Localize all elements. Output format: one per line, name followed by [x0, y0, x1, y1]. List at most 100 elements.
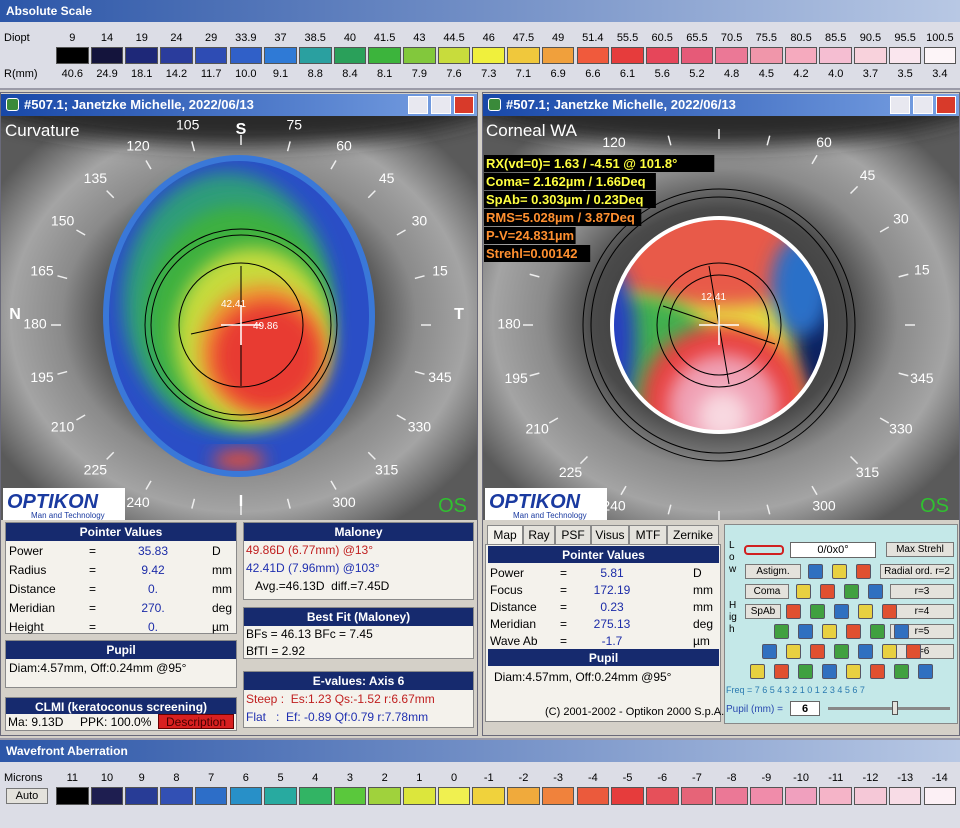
- zernike-icon[interactable]: [882, 644, 897, 659]
- scale-label: 24.9: [96, 68, 118, 80]
- zernike-icon[interactable]: [846, 624, 861, 639]
- scale-swatch: [125, 47, 159, 64]
- button[interactable]: [890, 584, 954, 599]
- equals: =: [89, 601, 97, 615]
- zernike-icon[interactable]: [786, 644, 801, 659]
- window-button[interactable]: [408, 96, 428, 114]
- e-value-line: Flat : Ef: -0.89 Qf:0.79 r:7.78mm: [246, 710, 429, 724]
- scale-swatch: [368, 787, 401, 805]
- button-label[interactable]: SpAb: [750, 606, 776, 617]
- zernike-icon[interactable]: [810, 604, 825, 619]
- zernike-icon[interactable]: [750, 664, 765, 679]
- zernike-icon[interactable]: [856, 564, 871, 579]
- meridian-tick: [367, 190, 376, 199]
- zernike-icon[interactable]: [834, 604, 849, 619]
- button-label[interactable]: Description: [165, 715, 227, 729]
- zernike-icon[interactable]: [846, 664, 861, 679]
- zernike-icon[interactable]: [774, 624, 789, 639]
- tab-label[interactable]: Ray: [528, 528, 550, 542]
- overlay-text: P-V=24.831µm: [486, 228, 574, 243]
- unit: µm: [212, 620, 229, 634]
- meridian-tick: [898, 372, 909, 377]
- zernike-icon[interactable]: [858, 604, 873, 619]
- zernike-icon[interactable]: [808, 564, 823, 579]
- title-bar: [1, 94, 477, 116]
- scale-label: 14: [100, 32, 114, 44]
- overlay-bg: [484, 227, 576, 244]
- zernike-icon[interactable]: [834, 644, 849, 659]
- scale-label: 7.1: [515, 68, 532, 80]
- button-label[interactable]: Max Strehl: [896, 544, 944, 555]
- zernike-icon[interactable]: [844, 584, 859, 599]
- button-label[interactable]: Astigm.: [756, 566, 790, 577]
- zernike-icon[interactable]: [786, 604, 801, 619]
- zernike-icon[interactable]: [858, 644, 873, 659]
- zernike-icon[interactable]: [894, 624, 909, 639]
- scale-label: 4.2: [793, 68, 809, 80]
- button-label[interactable]: Coma: [753, 586, 781, 597]
- meridian-label: 255: [653, 519, 677, 520]
- row-label: Diopt: [4, 32, 30, 44]
- window-button[interactable]: [936, 96, 956, 114]
- equals: =: [89, 544, 97, 558]
- button[interactable]: [6, 788, 48, 804]
- equals: =: [89, 620, 97, 634]
- window-button[interactable]: [454, 96, 474, 114]
- zernike-icon[interactable]: [868, 584, 883, 599]
- button[interactable]: [886, 542, 954, 557]
- tab-label[interactable]: MTF: [635, 528, 661, 542]
- zernike-icon[interactable]: [810, 644, 825, 659]
- button-label[interactable]: Radial ord. r=2: [884, 566, 950, 577]
- zernike-icon[interactable]: [774, 664, 789, 679]
- button[interactable]: [745, 604, 781, 619]
- panel-title: E-values: Axis 6: [312, 674, 405, 688]
- zernike-icon[interactable]: [832, 564, 847, 579]
- zernike-icon[interactable]: [870, 664, 885, 679]
- meridian-label: 345: [428, 369, 452, 385]
- map-view: 12.41 120 60 45 30 15 180 195 210 225 240 255 285 300…: [483, 116, 959, 520]
- button-label[interactable]: r=5: [914, 626, 930, 637]
- meridian-tick: [849, 455, 859, 465]
- button-label[interactable]: r=3: [914, 586, 930, 597]
- zernike-icon[interactable]: [796, 584, 811, 599]
- zernike-icon[interactable]: [894, 664, 909, 679]
- field-value: 5.81: [600, 566, 624, 580]
- zernike-icon[interactable]: [822, 624, 837, 639]
- zernike-icon[interactable]: [906, 644, 921, 659]
- window-button[interactable]: [431, 96, 451, 114]
- tab-label[interactable]: Visus: [595, 528, 625, 542]
- zernike-icon[interactable]: [918, 664, 933, 679]
- meridian-label: 180: [23, 316, 47, 332]
- tab[interactable]: [487, 525, 523, 545]
- zernike-icon[interactable]: [762, 644, 777, 659]
- scale-label: 46: [482, 32, 495, 44]
- zernike-icon[interactable]: [882, 604, 897, 619]
- window-button[interactable]: [890, 96, 910, 114]
- panel-title: Pointer Values: [562, 548, 645, 562]
- meridian-tick: [667, 504, 672, 515]
- unit: mm: [693, 583, 713, 597]
- tab-label[interactable]: Zernike: [672, 528, 713, 542]
- button[interactable]: [880, 564, 954, 579]
- scale-swatch: [541, 47, 575, 64]
- button[interactable]: [745, 584, 789, 599]
- tab-label[interactable]: Map: [493, 528, 517, 542]
- window-button[interactable]: [913, 96, 933, 114]
- unit: D: [212, 544, 221, 558]
- zernike-icon[interactable]: [798, 624, 813, 639]
- zernike-icon[interactable]: [870, 624, 885, 639]
- button[interactable]: [158, 714, 234, 729]
- zernike-icon[interactable]: [822, 664, 837, 679]
- meridian-label: 135: [84, 170, 108, 186]
- slider-thumb[interactable]: [892, 701, 898, 715]
- orientation-letter: N: [9, 306, 21, 323]
- scale-swatch: [784, 47, 818, 64]
- glasses-icon: [744, 545, 784, 555]
- tab-label[interactable]: PSF: [561, 528, 585, 542]
- zernike-icon[interactable]: [820, 584, 835, 599]
- scale-swatch: [715, 787, 748, 805]
- zernike-icon[interactable]: [798, 664, 813, 679]
- button-label[interactable]: r=4: [914, 606, 930, 617]
- button[interactable]: [745, 564, 801, 579]
- button-label[interactable]: r=6: [914, 646, 930, 657]
